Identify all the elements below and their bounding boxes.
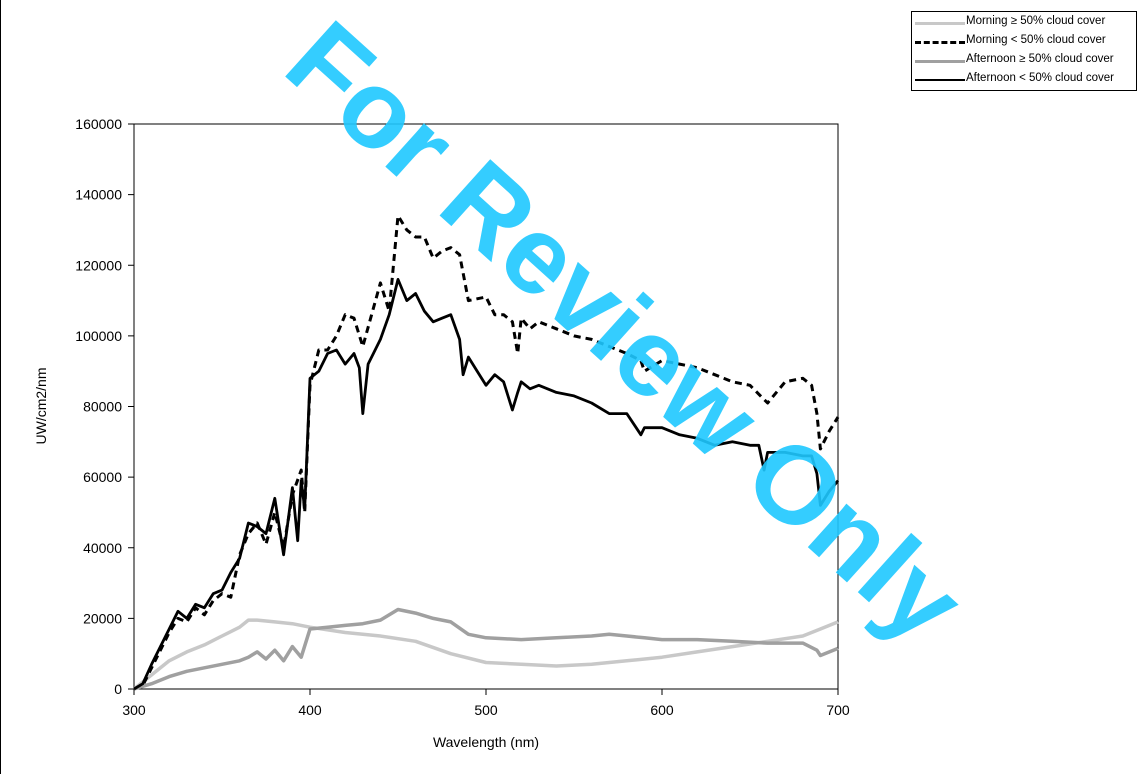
y-tick-label: 40000: [83, 540, 122, 556]
x-tick-label: 700: [826, 702, 850, 718]
legend-label: Afternoon ≥ 50% cloud cover: [966, 53, 1114, 65]
plot-area: [133, 123, 839, 690]
y-tick-label: 140000: [75, 187, 122, 203]
legend-swatch: [915, 60, 965, 63]
legend-label: Morning ≥ 50% cloud cover: [966, 15, 1106, 27]
legend-label: Morning < 50% cloud cover: [966, 34, 1106, 46]
y-tick-label: 80000: [83, 399, 122, 415]
y-tick-label: 120000: [75, 257, 122, 273]
y-tick-label: 20000: [83, 610, 122, 626]
legend-item-morning-cloudy: Morning ≥ 50% cloud cover: [912, 14, 1138, 32]
legend-item-afternoon-clear: Afternoon < 50% cloud cover: [912, 71, 1138, 89]
y-tick-label: 100000: [75, 328, 122, 344]
series-morning-cloudy-line: [132, 618, 839, 691]
x-tick-label: 500: [474, 702, 498, 718]
series-layer: [132, 214, 840, 691]
y-tick-label: 160000: [75, 116, 122, 132]
series-afternoon-cloudy-line: [133, 607, 839, 691]
x-axis-label: Wavelength (nm): [433, 734, 539, 750]
x-tick-label: 300: [122, 702, 146, 718]
x-tick-label: 600: [650, 702, 674, 718]
legend-swatch: [915, 79, 965, 81]
legend-item-morning-clear: Morning < 50% cloud cover: [912, 33, 1138, 51]
legend-swatch: [915, 22, 965, 25]
axes-layer: 300 400 500 600 700 0 20000 40000 60000 80000 1000…: [75, 116, 850, 718]
y-axis-label: UW/cm2/nm: [33, 368, 49, 445]
legend-item-afternoon-cloudy: Afternoon ≥ 50% cloud cover: [912, 52, 1138, 70]
series-morning-clear-line: [133, 214, 840, 691]
y-tick-label: 0: [114, 681, 122, 697]
chart-legend: Morning ≥ 50% cloud cover Morning < 50% c…: [911, 11, 1137, 91]
y-tick-label: 60000: [83, 469, 122, 485]
legend-swatch: [915, 41, 965, 44]
x-tick-label: 400: [298, 702, 322, 718]
legend-label: Afternoon < 50% cloud cover: [966, 72, 1114, 84]
series-afternoon-clear-line: [133, 277, 840, 691]
